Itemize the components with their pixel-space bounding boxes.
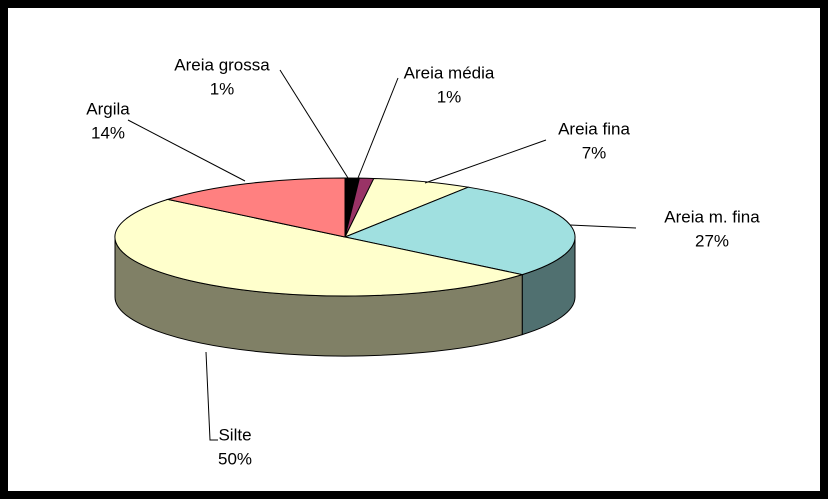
slice-label: Argila: [86, 99, 130, 118]
slice-value-label: 1%: [210, 79, 235, 98]
leader-line: [205, 351, 218, 441]
slice-label: Areia média: [404, 63, 495, 82]
slice-value-label: 7%: [582, 143, 607, 162]
leader-line: [127, 119, 246, 182]
slice-value-label: 27%: [695, 231, 729, 250]
slice-label: Silte: [218, 425, 251, 444]
slice-value-label: 50%: [218, 449, 252, 468]
slice: [343, 186, 576, 276]
slice: [343, 177, 471, 238]
slice-label: Areia fina: [558, 119, 630, 138]
leader-line: [569, 224, 637, 229]
slice-label: Areia grossa: [174, 55, 270, 74]
slice-label: Areia m. fina: [664, 207, 760, 226]
slice: [165, 177, 346, 238]
leader-line: [424, 139, 547, 184]
leader-line: [279, 69, 349, 179]
slice-value-label: 1%: [437, 87, 462, 106]
slice: [114, 198, 525, 297]
slice-value-label: 14%: [91, 123, 125, 142]
leader-line: [357, 77, 399, 179]
